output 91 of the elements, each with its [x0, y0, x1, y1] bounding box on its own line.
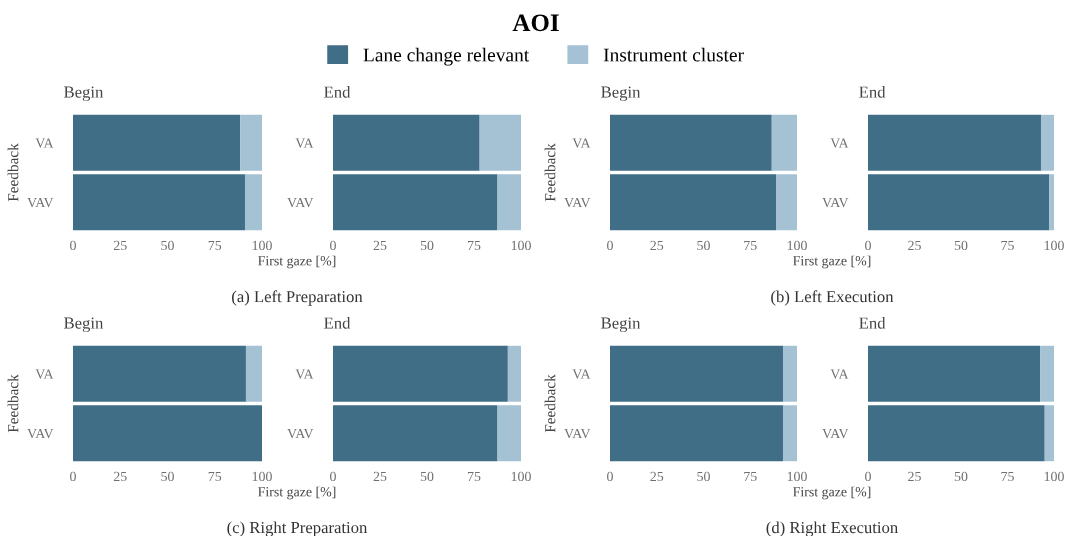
- chart-title: Begin: [64, 317, 104, 333]
- x-axis-title: First gaze [%]: [258, 255, 336, 269]
- y-tick-label: VAV: [822, 197, 849, 208]
- x-tick-label: 0: [607, 240, 613, 251]
- y-tick-label: VA: [830, 138, 849, 148]
- x-tick-label: 25: [373, 240, 387, 251]
- x-tick-label: 50: [161, 471, 174, 482]
- y-tick-label: VAV: [564, 428, 591, 439]
- x-tick-label: 25: [373, 471, 387, 482]
- x-tick-label: 50: [954, 240, 968, 251]
- x-tick-label: 50: [420, 240, 434, 251]
- x-tick-label: 0: [607, 471, 613, 482]
- bar: [497, 174, 521, 231]
- x-tick-label: 75: [1001, 240, 1014, 251]
- legend-title: AOI: [512, 14, 559, 32]
- x-tick-label: 0: [330, 471, 336, 482]
- y-tick-label: VAV: [27, 428, 54, 439]
- chart-title: End: [324, 85, 351, 98]
- x-tick-label: 100: [787, 471, 807, 482]
- x-tick-label: 25: [908, 471, 921, 482]
- legend-label: Instrument cluster: [603, 47, 744, 62]
- bar: [507, 345, 521, 402]
- x-tick-label: 75: [1001, 471, 1014, 482]
- bar: [240, 114, 262, 171]
- text: (b) Left Execution: [771, 290, 894, 306]
- x-tick-label: 0: [70, 240, 76, 251]
- x-tick-label: 50: [697, 240, 710, 251]
- text: (d) Right Execution: [766, 521, 898, 536]
- text: (c) Right Preparation: [227, 521, 368, 536]
- x-tick-label: 50: [161, 240, 174, 251]
- x-tick-label: 0: [865, 240, 871, 251]
- chart-title: Begin: [601, 317, 641, 333]
- x-tick-label: 75: [208, 471, 222, 482]
- x-axis-title: First gaze [%]: [793, 255, 871, 269]
- bar: [771, 114, 797, 171]
- x-tick-label: 100: [787, 240, 807, 251]
- x-tick-label: 100: [511, 471, 531, 482]
- y-tick-label: VAV: [287, 197, 314, 208]
- x-tick-label: 0: [865, 471, 871, 482]
- legend-label: Lane change relevant: [363, 47, 530, 66]
- y-tick-label: VAV: [822, 428, 849, 439]
- x-tick-label: 75: [208, 240, 222, 251]
- y-tick-label: VA: [35, 369, 54, 379]
- x-tick-label: 75: [744, 240, 757, 251]
- y-tick-label: VA: [572, 369, 591, 379]
- bar: [1049, 174, 1054, 231]
- y-axis-title: Feedback: [7, 143, 19, 202]
- y-tick-label: VAV: [27, 197, 54, 208]
- bar: [497, 405, 521, 462]
- y-axis-title: Feedback: [544, 143, 556, 202]
- y-tick-label: VA: [35, 138, 54, 148]
- x-tick-label: 100: [252, 240, 272, 251]
- x-tick-label: 25: [650, 471, 664, 482]
- x-tick-label: 75: [744, 471, 757, 482]
- x-tick-label: 75: [467, 240, 481, 251]
- y-tick-label: VA: [830, 369, 849, 379]
- y-tick-label: VA: [572, 138, 591, 148]
- y-tick-label: VA: [295, 138, 314, 148]
- y-axis-title: Feedback: [544, 374, 556, 433]
- bar: [1040, 114, 1054, 171]
- x-tick-label: 100: [252, 471, 272, 482]
- x-tick-label: 25: [113, 240, 127, 251]
- x-tick-label: 50: [697, 471, 710, 482]
- y-tick-label: VAV: [287, 428, 314, 439]
- x-tick-label: 100: [1044, 240, 1064, 251]
- bar: [1044, 405, 1054, 462]
- x-tick-label: 25: [113, 471, 127, 482]
- x-tick-label: 75: [467, 471, 481, 482]
- x-tick-label: 25: [908, 240, 921, 251]
- x-axis-title: First gaze [%]: [258, 486, 336, 500]
- chart-title: End: [859, 316, 886, 329]
- y-axis-title: Feedback: [7, 374, 19, 433]
- chart-title: Begin: [601, 86, 641, 102]
- bar: [244, 174, 262, 231]
- x-tick-label: 25: [650, 240, 664, 251]
- y-tick-label: VA: [295, 369, 314, 379]
- x-tick-label: 100: [511, 240, 531, 251]
- x-axis-title: First gaze [%]: [793, 486, 871, 500]
- x-tick-label: 0: [70, 471, 76, 482]
- x-tick-label: 50: [954, 471, 968, 482]
- bar: [776, 174, 797, 231]
- y-tick-label: VAV: [564, 197, 591, 208]
- chart-title: End: [324, 316, 351, 329]
- text: (a) Left Preparation: [232, 290, 363, 306]
- x-tick-label: 50: [420, 471, 434, 482]
- bar: [1040, 345, 1054, 402]
- chart-title: End: [859, 85, 886, 98]
- x-tick-label: 0: [330, 240, 336, 251]
- bar: [479, 114, 521, 171]
- x-tick-label: 100: [1044, 471, 1064, 482]
- chart-title: Begin: [64, 86, 104, 102]
